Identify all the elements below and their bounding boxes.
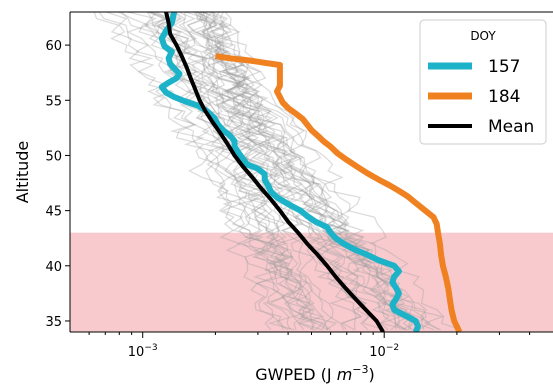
x-tick-label: 10−2 xyxy=(369,343,399,360)
background-profile xyxy=(93,12,331,331)
background-profile xyxy=(174,12,440,331)
background-profile xyxy=(198,12,334,331)
background-profile xyxy=(195,12,291,331)
y-axis-label: Altitude xyxy=(13,141,32,204)
legend-box xyxy=(419,19,547,145)
legend-label-157: 157 xyxy=(488,57,520,77)
background-profile xyxy=(187,12,414,331)
y-axis-ticks: 35 40 45 50 55 60 xyxy=(45,39,70,330)
x-axis-ticks: 10−3 10−2 xyxy=(88,332,531,360)
legend-label-mean: Mean xyxy=(488,117,534,137)
legend-title: DOY xyxy=(470,29,496,43)
background-profile xyxy=(201,12,345,331)
background-profile xyxy=(149,12,425,331)
background-profile xyxy=(173,12,325,331)
background-profile xyxy=(143,12,415,330)
series-lines xyxy=(158,12,463,332)
background-profile xyxy=(202,12,397,330)
background-profile xyxy=(210,12,407,331)
legend: DOY 157 184 Mean xyxy=(419,19,547,145)
background-profile xyxy=(211,12,325,331)
y-tick-label: 55 xyxy=(45,94,62,109)
series-line-mean xyxy=(164,12,385,332)
series-line-184 xyxy=(214,53,463,332)
series-line-157 xyxy=(158,12,421,332)
background-profile xyxy=(127,12,338,331)
background-profile xyxy=(213,12,413,330)
background-profile xyxy=(106,12,329,331)
background-profile xyxy=(200,12,390,331)
background-profile xyxy=(199,12,363,331)
background-profile xyxy=(186,12,363,331)
background-profile xyxy=(195,12,385,331)
legend-label-184: 184 xyxy=(488,87,520,107)
y-tick-label: 35 xyxy=(45,315,62,330)
y-tick-label: 40 xyxy=(45,260,62,275)
background-profile xyxy=(118,12,289,331)
y-tick-label: 50 xyxy=(45,149,62,164)
background-profile xyxy=(149,12,409,331)
background-profiles xyxy=(93,12,461,331)
background-profile xyxy=(148,12,327,331)
background-profile xyxy=(186,12,417,331)
background-profile xyxy=(98,12,445,331)
y-tick-label: 45 xyxy=(45,205,62,220)
background-profile xyxy=(196,12,461,331)
y-tick-label: 60 xyxy=(45,39,62,54)
x-axis-label: GWPED (J m−3) xyxy=(255,363,375,384)
background-profile xyxy=(206,12,285,331)
background-profile xyxy=(207,12,409,331)
background-profile xyxy=(144,12,401,331)
x-tick-label: 10−3 xyxy=(128,343,158,360)
